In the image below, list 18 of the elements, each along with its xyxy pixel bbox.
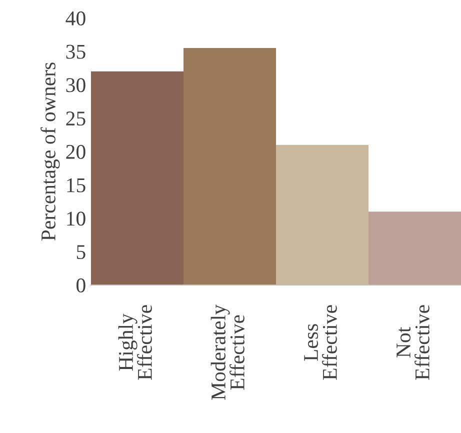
y-tick-label: 10: [67, 212, 86, 226]
y-tick-label: 15: [67, 178, 86, 192]
x-tick-label: Less Effective: [304, 305, 337, 380]
y-tick-label: 20: [66, 144, 86, 159]
bar: [91, 71, 184, 285]
x-tick-label: Moderately Effective: [210, 304, 244, 400]
x-tick-label: Highly Effective: [118, 305, 152, 380]
bar: [276, 144, 368, 285]
y-tick-label: 30: [66, 78, 86, 92]
bar: [184, 48, 276, 285]
y-tick-label: 40: [66, 11, 86, 26]
y-tick-label: 5: [76, 245, 86, 260]
y-tick-label: 0: [76, 278, 86, 292]
x-tick-label: Not Effective: [396, 305, 430, 380]
y-tick-label: 35: [66, 44, 86, 59]
y-tick-label: 25: [66, 112, 86, 126]
y-axis-title: Percentage of owners: [40, 62, 60, 241]
bar: [368, 212, 461, 285]
